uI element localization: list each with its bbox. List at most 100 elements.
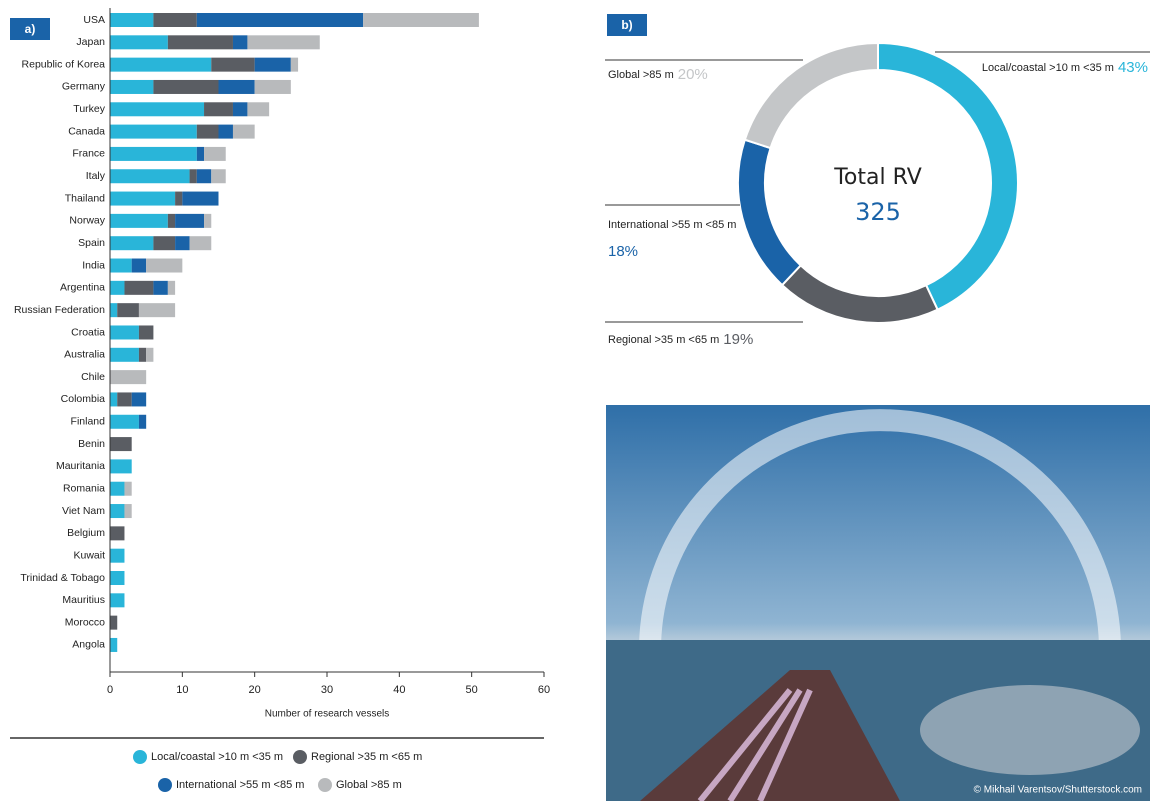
x-tick-label: 10 bbox=[176, 684, 188, 696]
photo: © Mikhail Varentsov/Shutterstock.com bbox=[606, 405, 1150, 801]
bar-segment bbox=[110, 548, 125, 563]
y-tick-label: Norway bbox=[69, 215, 105, 227]
legend-label: Global >85 m bbox=[336, 779, 402, 791]
bar-segment bbox=[124, 481, 132, 496]
center-label: Total RV bbox=[833, 165, 922, 190]
bar-segment bbox=[254, 79, 291, 94]
panel-label: b) bbox=[621, 18, 632, 32]
x-tick-label: 20 bbox=[249, 684, 261, 696]
photo-credit: © Mikhail Varentsov/Shutterstock.com bbox=[974, 785, 1142, 796]
bar-segment bbox=[110, 370, 147, 385]
legend-label: Regional >35 m <65 m bbox=[311, 751, 422, 763]
slice-label: Global >85 m bbox=[608, 69, 674, 81]
bar-segment bbox=[138, 325, 154, 340]
bar-segment bbox=[110, 347, 139, 362]
bar-segment bbox=[138, 347, 147, 362]
x-tick-label: 40 bbox=[393, 684, 405, 696]
y-tick-label: Belgium bbox=[67, 527, 105, 539]
slice-text: Global >85 m 20% bbox=[608, 66, 708, 83]
bar-segment bbox=[110, 213, 168, 228]
bar-segment bbox=[175, 213, 205, 228]
y-tick-label: Thailand bbox=[65, 192, 105, 204]
legend-swatch bbox=[133, 750, 147, 764]
ice bbox=[920, 685, 1140, 775]
bar-segment bbox=[218, 79, 255, 94]
bar-segment bbox=[290, 57, 299, 72]
y-tick-label: Argentina bbox=[60, 282, 105, 294]
y-tick-label: Italy bbox=[86, 170, 106, 182]
bar-segment bbox=[110, 191, 176, 206]
y-tick-label: Turkey bbox=[73, 103, 105, 115]
slice-value-label: 43% bbox=[1118, 59, 1148, 76]
bar-segment bbox=[204, 213, 212, 228]
y-tick-label: Mauritius bbox=[62, 594, 105, 606]
bar-segment bbox=[110, 13, 154, 27]
donut-segment bbox=[780, 263, 939, 324]
y-tick-label: Viet Nam bbox=[62, 505, 105, 517]
bar-segment bbox=[189, 236, 212, 251]
bar-segment bbox=[175, 236, 190, 251]
x-tick-label: 30 bbox=[321, 684, 333, 696]
bar-segment bbox=[110, 102, 205, 117]
bar-segment bbox=[110, 504, 125, 519]
bar-segment bbox=[196, 169, 212, 184]
y-tick-label: Canada bbox=[68, 125, 105, 137]
y-tick-label: Finland bbox=[71, 416, 106, 428]
bar-segment bbox=[196, 13, 364, 27]
bar-segment bbox=[117, 303, 139, 318]
slice-label: Local/coastal >10 m <35 m bbox=[982, 62, 1114, 74]
donut-segment bbox=[743, 41, 879, 150]
slice-text: Regional >35 m <65 m 19% bbox=[608, 331, 753, 348]
ropes bbox=[697, 688, 813, 801]
panel-label: a) bbox=[25, 22, 36, 36]
bar-segment bbox=[131, 258, 147, 273]
bar-segment bbox=[167, 280, 176, 295]
bar-segment bbox=[110, 526, 125, 541]
bar-segment bbox=[146, 347, 154, 362]
bar-segment bbox=[218, 124, 233, 139]
x-tick-label: 50 bbox=[466, 684, 478, 696]
bar-segment bbox=[196, 146, 205, 161]
bar-segment bbox=[232, 124, 255, 139]
legend-label: International >55 m <85 m bbox=[176, 779, 304, 791]
y-tick-label: Mauritania bbox=[56, 460, 105, 472]
slice-text: Local/coastal >10 m <35 m 43% bbox=[982, 59, 1148, 76]
bar-segment bbox=[110, 637, 118, 652]
bar-segment bbox=[138, 414, 147, 429]
bar-segment bbox=[153, 236, 176, 251]
bar-segment bbox=[110, 57, 212, 72]
slice-value-label: 18% bbox=[608, 243, 638, 260]
bar-segment bbox=[117, 392, 132, 407]
y-tick-label: Russian Federation bbox=[14, 304, 105, 316]
bar-segment bbox=[110, 459, 132, 474]
bar-segment bbox=[110, 325, 139, 340]
legend-swatch bbox=[158, 778, 172, 792]
legend-swatch bbox=[318, 778, 332, 792]
slice-value-label: 20% bbox=[678, 66, 708, 83]
bar-segment bbox=[110, 414, 139, 429]
bar-segment bbox=[110, 481, 125, 496]
bar-segment bbox=[110, 35, 168, 50]
slice-label: International >55 m <85 m bbox=[608, 219, 736, 231]
bar-segment bbox=[110, 79, 154, 94]
y-tick-label: Germany bbox=[62, 81, 106, 93]
legend-label: Local/coastal >10 m <35 m bbox=[151, 751, 283, 763]
fogbow bbox=[639, 409, 1121, 651]
y-tick-label: USA bbox=[83, 14, 105, 26]
bar-segment bbox=[167, 35, 233, 50]
bar-segment bbox=[110, 236, 154, 251]
bar-segment bbox=[247, 102, 270, 117]
bar-segment bbox=[254, 57, 291, 72]
y-tick-label: Chile bbox=[81, 371, 105, 383]
y-tick-label: Australia bbox=[64, 349, 105, 361]
bar-segment bbox=[153, 79, 219, 94]
y-tick-label: Spain bbox=[78, 237, 105, 249]
x-tick-label: 0 bbox=[107, 684, 113, 696]
bar-segment bbox=[153, 280, 168, 295]
bar-segment bbox=[124, 504, 132, 519]
donut-segment bbox=[737, 138, 803, 287]
y-tick-label: Romania bbox=[63, 483, 105, 495]
bar-segment bbox=[211, 169, 226, 184]
y-tick-label: Croatia bbox=[71, 326, 105, 338]
